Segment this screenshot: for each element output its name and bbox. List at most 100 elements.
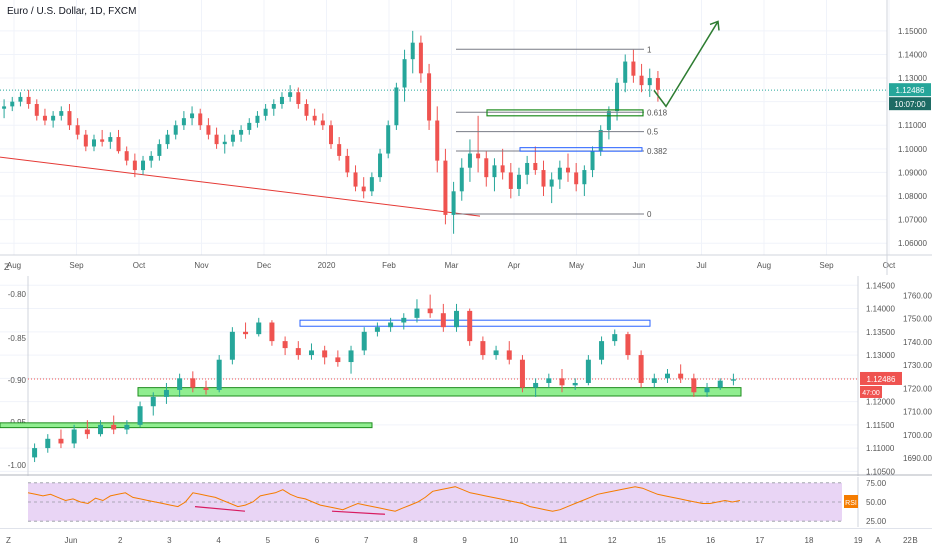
top-candle (631, 61, 636, 76)
top-price-tick: 1.06000 (898, 239, 927, 248)
top-candle (206, 125, 211, 135)
mid-candle (71, 429, 77, 444)
mid-candle (704, 387, 710, 393)
top-candle (508, 172, 513, 189)
mid-candle (229, 331, 235, 360)
mid-candle (177, 378, 183, 390)
mid-price-tick: 1.13500 (866, 328, 895, 337)
mid-candle (506, 350, 512, 360)
top-date-tick: Dec (257, 261, 271, 270)
mid-candle (664, 373, 670, 379)
top-candle (271, 104, 276, 109)
rsi-divergence-line-2 (331, 510, 386, 515)
mid-price-tick: 1.11500 (866, 421, 895, 430)
mid-price-tick: 1.14000 (866, 305, 895, 314)
top-candle (451, 191, 456, 215)
top-date-tick: Apr (508, 261, 521, 270)
top-candle (255, 115, 260, 123)
mid-candle (58, 438, 64, 444)
fib-label: 0.618 (647, 108, 668, 117)
mid-candle (467, 310, 473, 342)
mid-candle (322, 350, 328, 358)
fib-label: 0 (647, 210, 652, 219)
mid-candle (625, 334, 631, 356)
mid-candle (572, 382, 578, 386)
mid-candle (401, 317, 407, 323)
top-candle (247, 122, 252, 130)
top-candle (173, 125, 178, 135)
bottom-axis-label: 3 (167, 536, 172, 545)
top-candle (378, 153, 383, 178)
top-date-tick: Feb (382, 261, 396, 270)
mid-candle (546, 378, 552, 383)
mid-candle (440, 313, 446, 328)
top-candle (402, 59, 407, 88)
top-date-tick: Sep (69, 261, 84, 270)
top-candle (157, 144, 162, 156)
middle-chart-svg[interactable]: 1.14500 1760.00 1.14000 1750.00 1.13500 1740.… (0, 276, 932, 486)
top-candle (91, 139, 96, 147)
mid-candle (84, 429, 90, 435)
top-candle (132, 160, 137, 171)
top-candle (141, 160, 146, 171)
bottom-axis-label: 22 (903, 536, 912, 545)
mid-left-tick: -0.85 (8, 334, 27, 343)
top-price-tick: 1.10000 (898, 145, 927, 154)
top-date-tick: Nov (194, 261, 208, 270)
mid-candle (308, 350, 314, 356)
mid-countdown-text: 47:00 (862, 390, 880, 397)
rsi-svg[interactable]: 75.00 50.00 25.00 RSI (0, 477, 932, 527)
fib-label: 0.382 (647, 147, 668, 156)
mid-candle (282, 341, 288, 349)
top-chart[interactable]: 1.150001.140001.130001.120001.110001.100… (0, 0, 932, 275)
top-candle (410, 42, 415, 60)
mid-alt-tick: 1720.00 (903, 384, 932, 393)
rsi-badge (844, 495, 858, 508)
mid-candle (256, 322, 262, 335)
bottom-axis-label: 9 (462, 536, 467, 545)
top-candle (345, 155, 350, 173)
support-zone (137, 387, 742, 397)
mid-countdown-badge (860, 385, 882, 398)
top-candle (263, 108, 268, 116)
top-candle (67, 111, 72, 126)
top-date-tick: Jun (633, 261, 646, 270)
mid-candle (374, 327, 380, 332)
bottom-axis-label: 18 (805, 536, 814, 545)
bottom-axis-label: 6 (315, 536, 320, 545)
top-candle (304, 104, 309, 116)
mid-alt-tick: 1730.00 (903, 361, 932, 370)
mid-alt-tick: 1710.00 (903, 408, 932, 417)
mid-alt-tick: 1750.00 (903, 315, 932, 324)
mid-candle (414, 308, 420, 318)
top-candle (214, 134, 219, 145)
top-candle (124, 151, 129, 161)
top-candle (320, 120, 325, 126)
top-candle (467, 153, 472, 168)
top-candle (655, 78, 660, 90)
top-chart-svg[interactable]: 1.150001.140001.130001.120001.110001.100… (0, 0, 932, 275)
top-date-tick: Aug (7, 261, 21, 270)
top-candle (623, 61, 628, 83)
top-candle (615, 82, 620, 112)
top-price-tick: 1.09000 (898, 168, 927, 177)
mid-alt-tick: 1690.00 (903, 454, 932, 463)
countdown-badge (889, 97, 931, 111)
middle-chart[interactable]: 1.14500 1760.00 1.14000 1750.00 1.13500 1740.… (0, 276, 932, 486)
rsi-tick: 50.00 (866, 498, 887, 507)
mid-left-tick: -0.80 (8, 290, 27, 299)
top-candle (606, 111, 611, 130)
mid-price-tick: 1.13000 (866, 351, 895, 360)
rsi-panel[interactable]: 75.00 50.00 25.00 RSI (0, 477, 932, 527)
bottom-right-a: A (875, 536, 881, 545)
lower-support-zone (0, 422, 373, 429)
bottom-axis-label: 12 (608, 536, 617, 545)
top-candle (386, 125, 391, 154)
top-price-tick: 1.07000 (898, 216, 927, 225)
top-candle (590, 151, 595, 171)
top-candle (639, 75, 644, 86)
top-candle (369, 177, 374, 192)
top-candle (108, 137, 113, 142)
mid-candle (295, 348, 301, 356)
top-date-tick: Oct (883, 261, 896, 270)
